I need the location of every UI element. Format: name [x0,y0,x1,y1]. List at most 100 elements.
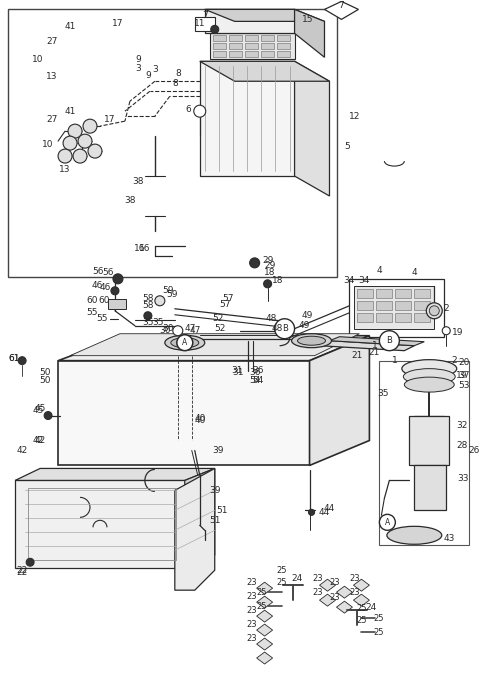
Ellipse shape [404,377,454,392]
Text: 40: 40 [194,416,205,425]
Text: 29: 29 [262,256,273,265]
Text: 22: 22 [16,568,28,576]
Text: 42: 42 [33,436,44,445]
Text: 2: 2 [451,356,457,365]
Bar [245,35,258,41]
Text: 55: 55 [86,308,98,317]
Text: 56: 56 [102,269,114,277]
Bar [376,289,392,298]
Circle shape [83,119,97,133]
Text: 28: 28 [456,441,468,450]
Bar [396,289,411,298]
Ellipse shape [291,333,332,348]
Text: 25: 25 [356,616,367,624]
Circle shape [442,327,450,335]
Text: 52: 52 [214,324,226,333]
Circle shape [155,296,165,306]
Bar [414,301,430,310]
Text: 13: 13 [60,165,71,173]
Polygon shape [320,579,336,591]
Circle shape [111,287,119,295]
Polygon shape [205,9,295,33]
Polygon shape [200,61,329,81]
Text: 27: 27 [47,37,58,46]
Bar [276,35,289,41]
Text: 15: 15 [302,15,313,24]
Text: 39: 39 [212,446,224,455]
Polygon shape [257,596,273,608]
Text: 9: 9 [135,55,141,64]
Text: 7: 7 [338,1,344,10]
Text: 10: 10 [32,55,44,64]
Text: 30: 30 [159,326,170,335]
Bar [261,51,274,57]
Bar [213,43,226,49]
Bar [414,466,446,510]
Circle shape [113,274,123,284]
Text: 23: 23 [329,578,340,587]
Ellipse shape [403,369,455,385]
Circle shape [44,412,52,420]
Text: 25: 25 [356,603,367,613]
Bar [276,51,289,57]
Bar [261,43,274,49]
Text: 35: 35 [152,318,164,327]
Text: 23: 23 [246,634,257,643]
Text: 30: 30 [162,324,174,333]
Text: 23: 23 [312,574,323,583]
Text: 51: 51 [216,506,228,515]
Circle shape [426,303,442,319]
Text: 25: 25 [256,588,267,597]
Text: 34: 34 [344,276,355,286]
Bar [245,43,258,49]
Text: 41: 41 [64,107,76,115]
Text: 2: 2 [444,304,449,313]
Circle shape [58,149,72,163]
Text: 35: 35 [142,318,154,327]
Text: B: B [282,324,288,333]
Bar [28,489,176,560]
Text: 49: 49 [299,321,310,330]
Polygon shape [200,61,295,176]
Text: 49: 49 [302,311,313,320]
Text: 53: 53 [458,381,470,390]
Text: 3: 3 [135,63,141,73]
Bar [349,279,444,337]
Text: 8: 8 [172,79,178,88]
Text: 17: 17 [104,115,116,124]
Polygon shape [195,18,215,31]
Text: 23: 23 [329,593,340,601]
Text: 23: 23 [312,588,323,597]
Text: 51: 51 [209,516,220,525]
Text: 13: 13 [47,72,58,81]
Polygon shape [185,468,215,556]
Polygon shape [353,579,370,591]
Bar [228,35,241,41]
Text: 38: 38 [132,177,144,186]
Bar [276,43,289,49]
Polygon shape [15,481,185,568]
Text: 41: 41 [64,22,76,31]
Text: 4: 4 [377,267,382,275]
Polygon shape [257,624,273,636]
Bar [245,51,258,57]
Text: 36: 36 [249,368,260,377]
Circle shape [264,280,272,288]
Bar [213,51,226,57]
Text: 47: 47 [189,326,201,335]
Polygon shape [257,652,273,664]
Text: 38: 38 [124,196,136,205]
Text: A: A [385,518,390,526]
Text: 44: 44 [319,508,330,517]
Text: 34: 34 [359,276,370,286]
Text: 20: 20 [458,358,470,367]
Bar [358,289,373,298]
Text: 8: 8 [175,69,180,78]
Text: 46: 46 [91,281,103,290]
Ellipse shape [298,336,325,345]
Circle shape [26,558,34,566]
Text: 9: 9 [145,71,151,80]
Text: 40: 40 [194,414,205,423]
Polygon shape [329,337,424,346]
Text: 56: 56 [92,267,104,276]
